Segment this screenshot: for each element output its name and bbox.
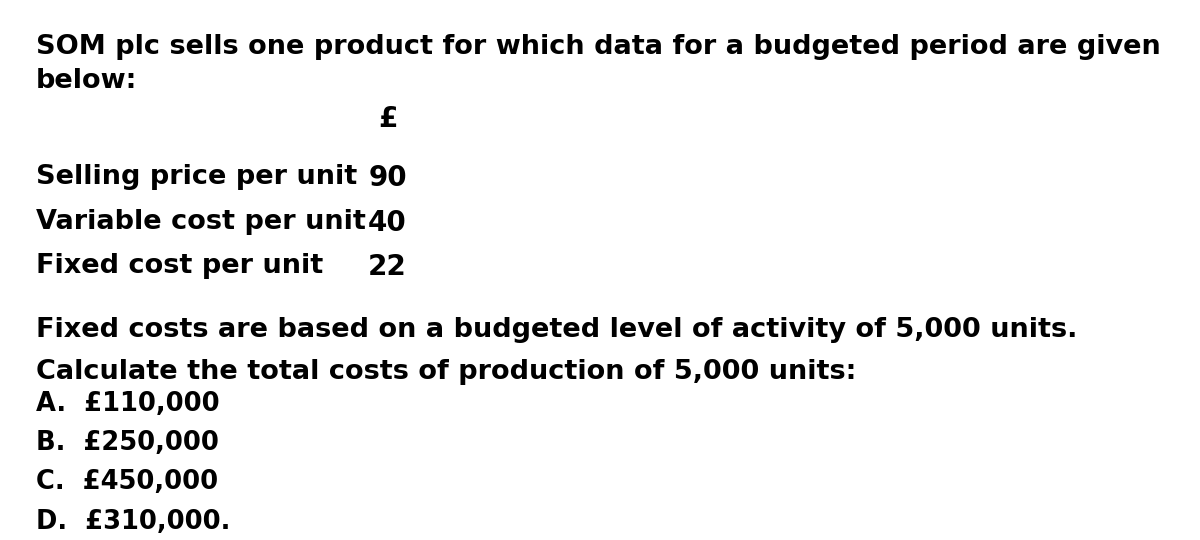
Text: Variable cost per unit: Variable cost per unit: [36, 208, 366, 234]
Text: below:: below:: [36, 69, 137, 94]
Text: Fixed cost per unit: Fixed cost per unit: [36, 253, 323, 279]
Text: 22: 22: [368, 253, 407, 281]
Text: Calculate the total costs of production of 5,000 units:: Calculate the total costs of production …: [36, 359, 857, 384]
Text: 90: 90: [368, 164, 407, 192]
Text: B.  £250,000: B. £250,000: [36, 430, 218, 456]
Text: Selling price per unit: Selling price per unit: [36, 164, 358, 190]
Text: A.  £110,000: A. £110,000: [36, 390, 220, 416]
Text: Fixed costs are based on a budgeted level of activity of 5,000 units.: Fixed costs are based on a budgeted leve…: [36, 317, 1078, 343]
Text: D.  £310,000.: D. £310,000.: [36, 509, 230, 535]
Text: C.  £450,000: C. £450,000: [36, 469, 218, 495]
Text: 40: 40: [368, 208, 407, 237]
Text: £: £: [378, 105, 397, 133]
Text: SOM plc sells one product for which data for a budgeted period are given: SOM plc sells one product for which data…: [36, 34, 1160, 60]
